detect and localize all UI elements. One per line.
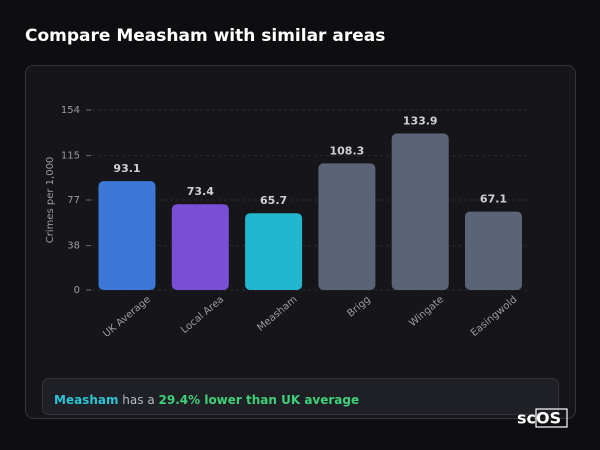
brand: scOS: [517, 409, 561, 428]
y-tick-label: 154: [61, 105, 80, 116]
value-label: 133.9: [403, 114, 438, 127]
value-label: 93.1: [113, 162, 140, 175]
summary-connector: has a: [122, 393, 154, 407]
value-label: 73.4: [187, 185, 214, 198]
summary-box: [42, 378, 559, 415]
value-label: 67.1: [480, 193, 507, 206]
value-label: 65.7: [260, 194, 287, 207]
y-tick-label: 0: [74, 285, 80, 296]
bar: [465, 211, 522, 290]
y-axis-label: Crimes per 1,000: [45, 157, 56, 244]
summary-area: Measham: [54, 393, 118, 407]
chart-title: Compare Measham with similar areas: [25, 26, 385, 46]
bar: [245, 213, 303, 290]
bar: [391, 133, 449, 290]
bar: [98, 181, 156, 290]
summary-highlight: 29.4% lower than UK average: [159, 393, 360, 407]
value-label: 108.3: [330, 144, 365, 157]
summary-text: Measham has a 29.4% lower than UK averag…: [54, 393, 359, 407]
bar: [318, 163, 376, 290]
y-tick-label: 115: [61, 151, 80, 162]
bar: [171, 204, 229, 290]
y-tick-label: 38: [67, 241, 80, 252]
brand-box: [535, 408, 568, 428]
y-tick-label: 77: [67, 195, 80, 206]
